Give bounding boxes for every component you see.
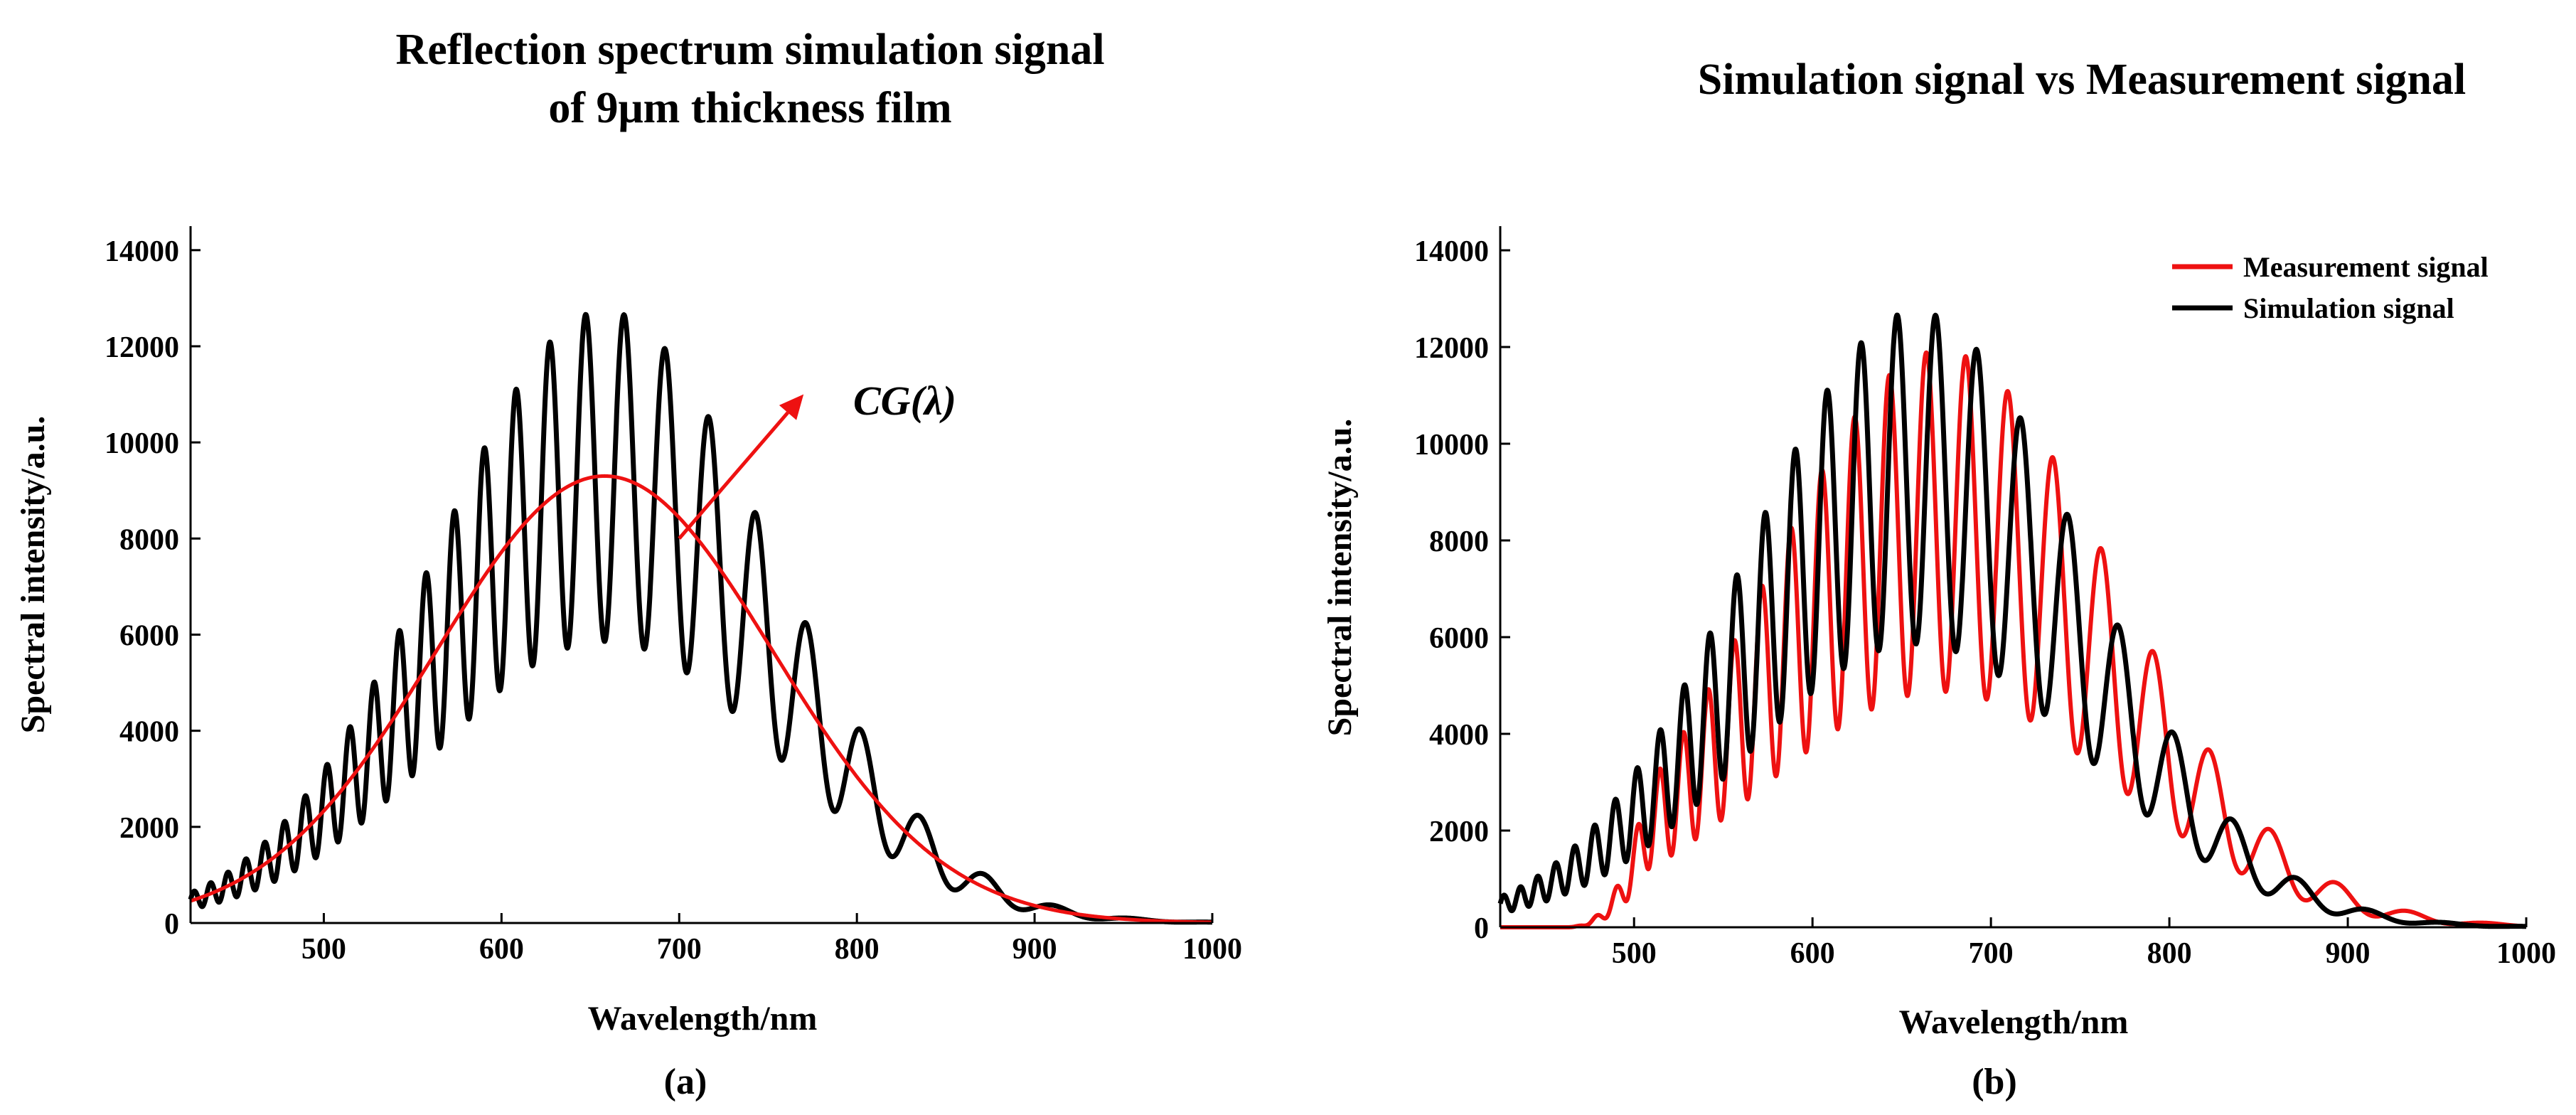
chart-b-y-tick-label: 12000 bbox=[1414, 332, 1489, 365]
chart-a-annotation-arrowhead bbox=[779, 394, 804, 420]
chart-a-title-line-1: Reflection spectrum simulation signal bbox=[395, 26, 1104, 74]
chart-b-y-tick-label: 2000 bbox=[1429, 816, 1489, 848]
chart-b-y-label: Spectral intensity/a.u. bbox=[1321, 419, 1359, 737]
chart-b-title: Simulation signal vs Measurement signal bbox=[1698, 55, 2467, 104]
chart-a-y-tick-label: 2000 bbox=[119, 812, 179, 845]
chart-a-series-simulation-signal bbox=[188, 311, 1214, 925]
chart-a-y-tick-label: 8000 bbox=[119, 523, 179, 556]
chart-b-series-simulation-signal bbox=[1497, 312, 2528, 929]
chart-a-panel-label: (a) bbox=[664, 1062, 707, 1102]
chart-b-y-tick-label: 0 bbox=[1474, 912, 1489, 945]
chart-b-x-tick-label: 500 bbox=[1612, 937, 1657, 970]
chart-b-series-measurement-signal bbox=[1498, 350, 2528, 929]
chart-b-x-tick-label: 900 bbox=[2326, 937, 2371, 970]
chart-a-x-label: Wavelength/nm bbox=[588, 1000, 818, 1037]
chart-a: Reflection spectrum simulation signal of… bbox=[14, 26, 1242, 1102]
chart-b-x-label: Wavelength/nm bbox=[1899, 1003, 2129, 1041]
chart-a-x-tick-label: 500 bbox=[301, 933, 346, 966]
chart-a-y-tick-label: 0 bbox=[164, 908, 179, 941]
chart-a-series-cg bbox=[189, 474, 1214, 924]
chart-a-y-tick-label: 10000 bbox=[105, 427, 179, 460]
legend-label-measurement: Measurement signal bbox=[2243, 251, 2489, 283]
chart-a-y-tick-label: 12000 bbox=[105, 331, 179, 364]
chart-a-annotation-arrow bbox=[678, 411, 789, 540]
chart-a-y-tick-label: 6000 bbox=[119, 619, 179, 652]
chart-b-y-tick-label: 10000 bbox=[1414, 429, 1489, 462]
chart-a-x-tick-label: 700 bbox=[657, 933, 702, 966]
chart-a-x-ticks: 500 600 700 800 900 1000 bbox=[301, 913, 1242, 966]
legend-label-simulation: Simulation signal bbox=[2243, 292, 2454, 324]
chart-b-y-ticks: 0 2000 4000 6000 8000 10000 12000 14000 bbox=[1414, 235, 1510, 945]
chart-a-title-line-2: of 9μm thickness film bbox=[548, 84, 951, 132]
chart-a-x-tick-label: 600 bbox=[479, 933, 524, 966]
chart-b-legend: Measurement signal Simulation signal bbox=[2172, 251, 2489, 324]
chart-a-y-ticks: 0 2000 4000 6000 8000 10000 12000 14000 bbox=[105, 235, 201, 941]
chart-b-y-tick-label: 14000 bbox=[1414, 235, 1489, 268]
chart-b-y-tick-label: 6000 bbox=[1429, 622, 1489, 655]
chart-a-plot-area bbox=[188, 311, 1214, 925]
chart-b-x-ticks: 500 600 700 800 900 1000 bbox=[1612, 917, 2556, 970]
chart-b-x-tick-label: 600 bbox=[1790, 937, 1835, 970]
chart-b: Simulation signal vs Measurement signal … bbox=[1321, 55, 2556, 1102]
chart-a-annotation-label: CG(λ) bbox=[853, 378, 956, 424]
chart-b-y-tick-label: 4000 bbox=[1429, 719, 1489, 752]
chart-b-x-tick-label: 800 bbox=[2147, 937, 2192, 970]
chart-a-y-tick-label: 14000 bbox=[105, 235, 179, 268]
chart-b-plot-area bbox=[1497, 312, 2528, 929]
chart-a-x-tick-label: 900 bbox=[1012, 933, 1057, 966]
chart-b-x-tick-label: 1000 bbox=[2496, 937, 2556, 970]
chart-a-y-label: Spectral intensity/a.u. bbox=[14, 416, 52, 734]
chart-b-x-tick-label: 700 bbox=[1969, 937, 2014, 970]
chart-a-x-tick-label: 1000 bbox=[1182, 933, 1242, 966]
chart-b-y-tick-label: 8000 bbox=[1429, 526, 1489, 558]
chart-a-y-tick-label: 4000 bbox=[119, 716, 179, 749]
chart-a-x-tick-label: 800 bbox=[835, 933, 880, 966]
chart-a-annotation: CG(λ) bbox=[678, 378, 956, 540]
chart-b-panel-label: (b) bbox=[1972, 1062, 2017, 1102]
